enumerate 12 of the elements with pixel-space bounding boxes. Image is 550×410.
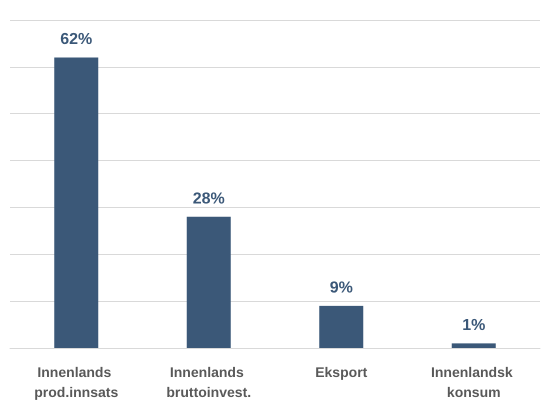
x-tick-label: Innenlands prod.innsats (34, 364, 118, 400)
data-label: 62% (60, 30, 92, 48)
bar (186, 216, 231, 348)
x-tick-label: Innenlands bruttoinvest. (166, 364, 252, 400)
data-label: 1% (462, 316, 486, 334)
data-label: 9% (330, 279, 353, 296)
x-tick-label: Eksport (315, 364, 368, 380)
bar (452, 343, 496, 348)
bar (319, 306, 364, 348)
data-label: 28% (192, 190, 225, 208)
x-tick-label: Innenlandsk konsum (430, 364, 517, 400)
bar (54, 57, 98, 348)
